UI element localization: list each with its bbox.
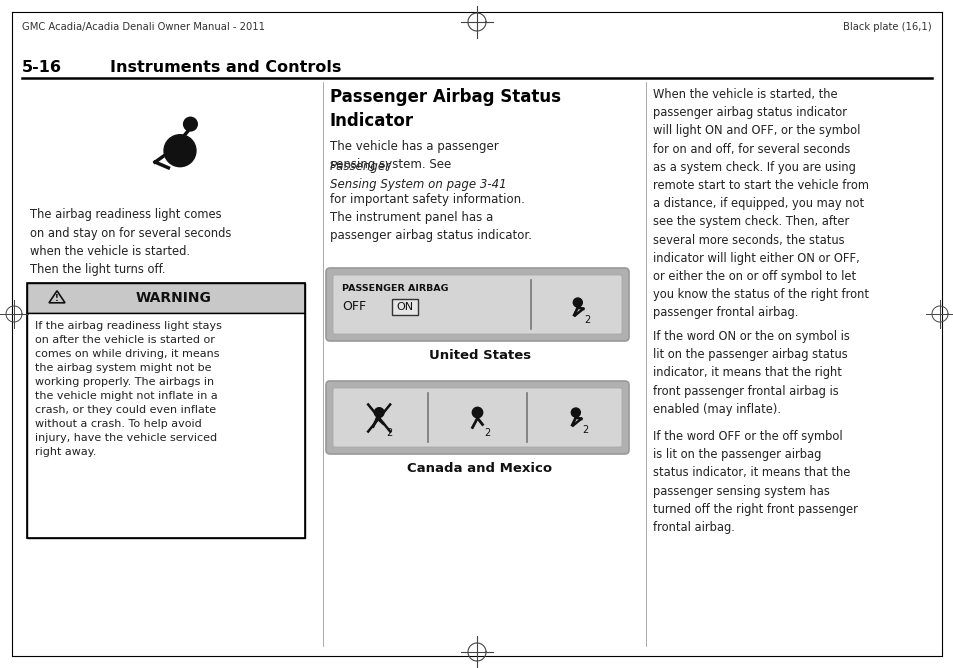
Text: 2: 2 bbox=[581, 426, 588, 436]
Circle shape bbox=[571, 408, 579, 417]
Bar bbox=[392, 299, 417, 315]
Text: The vehicle has a passenger
sensing system. See: The vehicle has a passenger sensing syst… bbox=[330, 140, 498, 171]
Bar bbox=[27, 313, 305, 538]
Text: PASSENGER AIRBAG: PASSENGER AIRBAG bbox=[341, 284, 448, 293]
Text: If the airbag readiness light stays
on after the vehicle is started or
comes on : If the airbag readiness light stays on a… bbox=[35, 321, 222, 457]
Text: Instruments and Controls: Instruments and Controls bbox=[110, 60, 341, 75]
Bar bbox=[27, 283, 305, 538]
Text: !: ! bbox=[55, 295, 59, 303]
Text: Passenger Airbag Status: Passenger Airbag Status bbox=[330, 88, 560, 106]
FancyBboxPatch shape bbox=[326, 381, 628, 454]
Circle shape bbox=[472, 407, 482, 418]
Text: Canada and Mexico: Canada and Mexico bbox=[407, 462, 552, 475]
FancyBboxPatch shape bbox=[333, 388, 621, 447]
Text: Indicator: Indicator bbox=[330, 112, 414, 130]
Text: If the word ON or the on symbol is
lit on the passenger airbag status
indicator,: If the word ON or the on symbol is lit o… bbox=[652, 330, 849, 415]
Text: When the vehicle is started, the
passenger airbag status indicator
will light ON: When the vehicle is started, the passeng… bbox=[652, 88, 868, 319]
Text: 2: 2 bbox=[483, 428, 490, 438]
Text: Black plate (16,1): Black plate (16,1) bbox=[842, 22, 931, 32]
Text: WARNING: WARNING bbox=[136, 291, 212, 305]
Text: Passenger
Sensing System on page 3-41: Passenger Sensing System on page 3-41 bbox=[330, 160, 506, 191]
Text: 2: 2 bbox=[386, 428, 392, 438]
Bar bbox=[27, 283, 305, 313]
Text: United States: United States bbox=[429, 349, 531, 362]
Text: GMC Acadia/Acadia Denali Owner Manual - 2011: GMC Acadia/Acadia Denali Owner Manual - … bbox=[22, 22, 265, 32]
FancyBboxPatch shape bbox=[333, 275, 621, 334]
FancyBboxPatch shape bbox=[326, 268, 628, 341]
Text: The airbag readiness light comes
on and stay on for several seconds
when the veh: The airbag readiness light comes on and … bbox=[30, 208, 232, 277]
Text: 5-16: 5-16 bbox=[22, 60, 62, 75]
Text: 2: 2 bbox=[583, 315, 590, 325]
Circle shape bbox=[573, 298, 581, 307]
Circle shape bbox=[164, 135, 195, 166]
Text: OFF: OFF bbox=[341, 300, 366, 313]
Circle shape bbox=[183, 118, 197, 131]
Text: ON: ON bbox=[396, 302, 414, 312]
Text: If the word OFF or the off symbol
is lit on the passenger airbag
status indicato: If the word OFF or the off symbol is lit… bbox=[652, 430, 857, 534]
Text: for important safety information.
The instrument panel has a
passenger airbag st: for important safety information. The in… bbox=[330, 193, 532, 242]
Circle shape bbox=[374, 407, 383, 418]
